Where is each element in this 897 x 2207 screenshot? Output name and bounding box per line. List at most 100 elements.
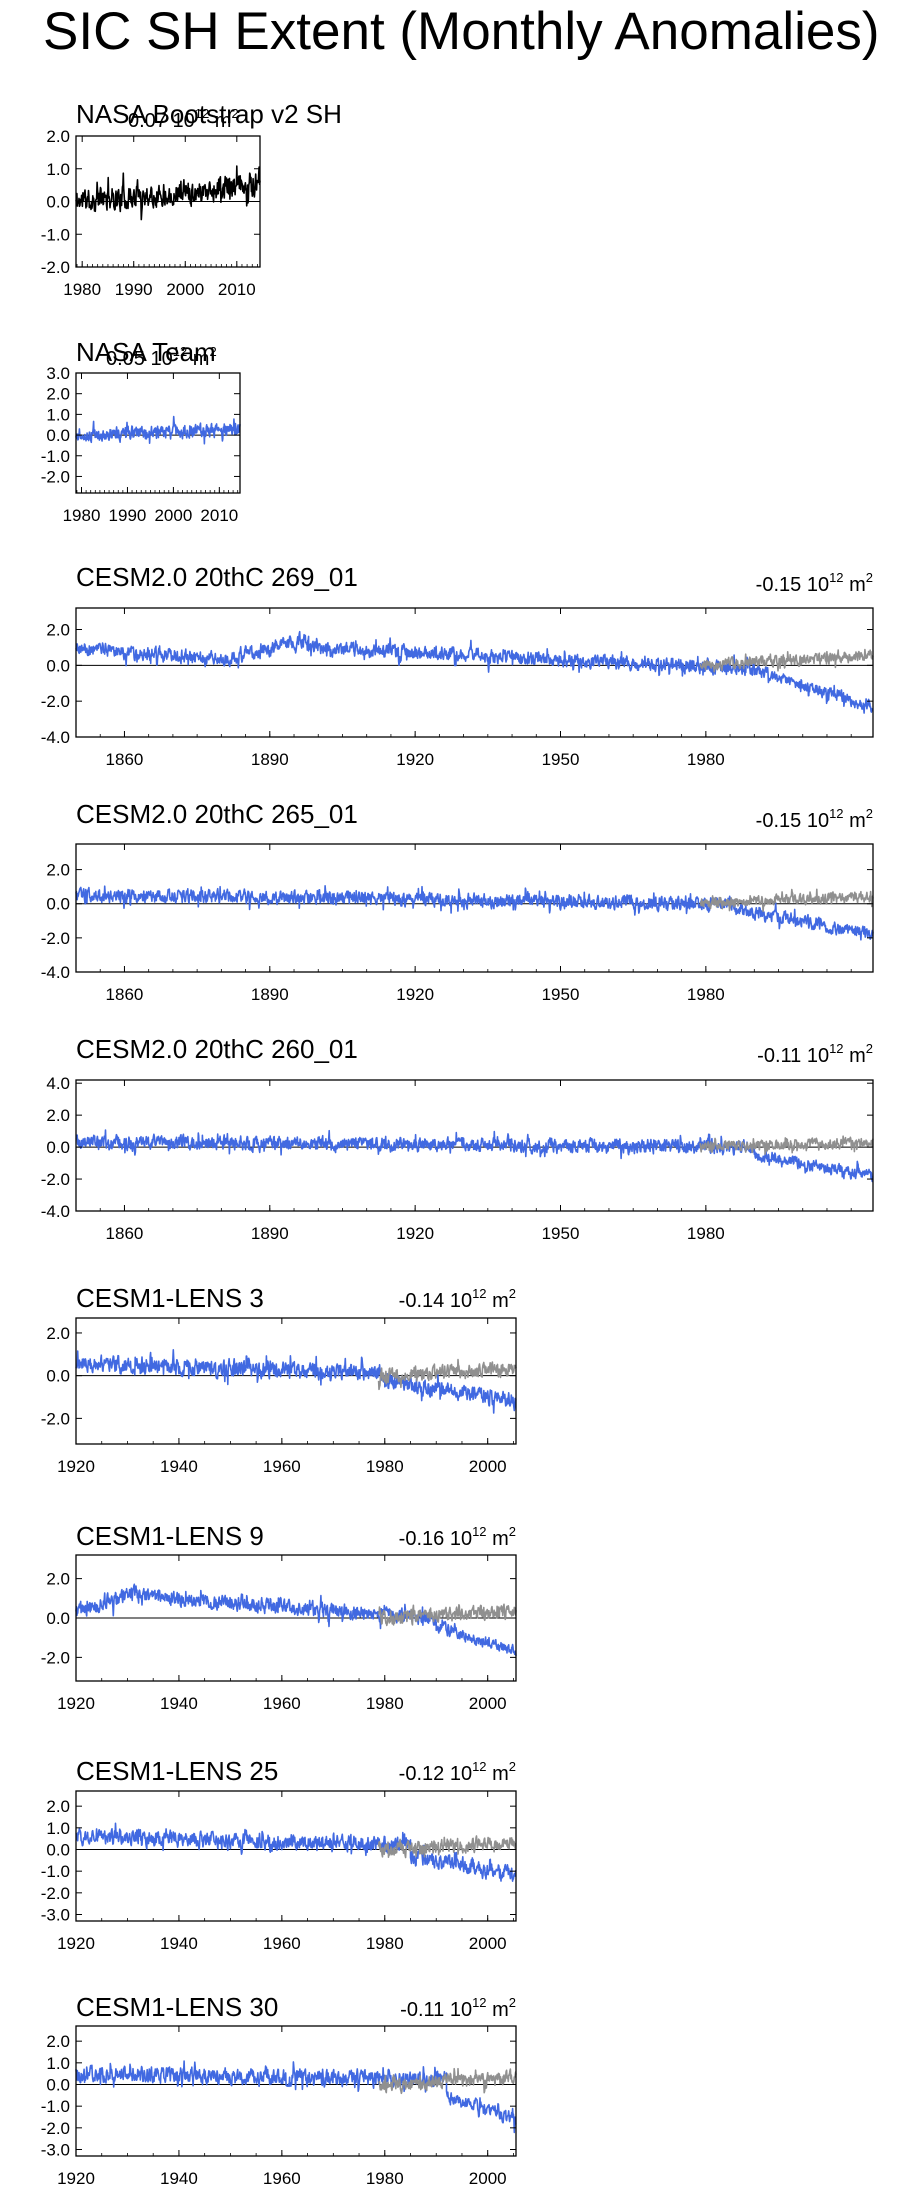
trend-unit-base: 10 (145, 348, 173, 370)
y-tick-label: 0.0 (46, 656, 70, 675)
x-tick-label: 2000 (469, 1694, 507, 1713)
plot-frame (75, 1317, 517, 1445)
x-tick-label: 2000 (469, 2169, 507, 2188)
x-tick-label: 1980 (366, 1457, 404, 1476)
plot-frame (75, 843, 874, 973)
y-tick-label: 0.0 (46, 895, 70, 914)
trend-unit-base: 10 (801, 810, 829, 832)
x-tick-label: 1960 (263, 2169, 301, 2188)
trend-unit-exponent: 2 (866, 1041, 873, 1056)
trend-label: -0.15 1012 m2 (756, 570, 873, 596)
x-tick-label: 1890 (251, 1224, 289, 1243)
series-line (378, 1603, 517, 1627)
series-line (75, 1129, 874, 1183)
trend-value: -0.11 (757, 1045, 801, 1067)
trend-label: -0.15 1012 m2 (756, 806, 873, 832)
page-title: SIC SH Extent (Monthly Anomalies) (43, 2, 880, 61)
x-tick-label: 1980 (366, 1694, 404, 1713)
trend-unit-exponent: 2 (231, 106, 238, 121)
trend-exponent: 12 (173, 344, 187, 359)
trend-unit-base: 10 (801, 574, 829, 596)
y-tick-label: 0.0 (46, 1367, 70, 1386)
trend-unit-base: 10 (444, 1528, 472, 1550)
chart-panel: 2.0 0.0 -2.0 -4.0 1860 1890 1920 1950 1980 CESM2.… (41, 562, 874, 769)
y-tick-label: 2.0 (46, 1570, 70, 1589)
trend-unit-base: 10 (444, 1763, 472, 1785)
plot-frame (75, 2025, 517, 2157)
panel-title: NASA Team (76, 337, 216, 367)
trend-unit-exponent: 2 (509, 1995, 516, 2010)
trend-unit-base: 10 (801, 1045, 829, 1067)
panel-title: CESM1-LENS 30 (76, 1992, 278, 2022)
trend-unit-exponent: 2 (509, 1759, 516, 1774)
y-tick-label: -2.0 (41, 929, 70, 948)
y-tick-label: 0.0 (46, 2076, 70, 2095)
series-line (75, 2060, 517, 2134)
x-tick-label: 1860 (106, 985, 144, 1004)
trend-label: -0.12 1012 m2 (399, 1759, 516, 1785)
chart-panel: 3.0 2.01.0 0.0 -1.0-2.0 1980 1990 2000 2010 NASA… (41, 337, 241, 525)
y-tick-label: 1.0 (46, 1819, 70, 1838)
x-tick-label: 1950 (542, 1224, 580, 1243)
y-tick-label: -1.0 (41, 1862, 70, 1881)
y-tick-label: -1.0 (41, 2097, 70, 2116)
x-tick-label: 1980 (63, 506, 101, 525)
series-line (377, 1358, 517, 1391)
x-tick-label: 1920 (57, 1934, 95, 1953)
y-tick-label: 2.0 (46, 385, 70, 404)
trend-value: -0.15 (756, 574, 802, 596)
trend-exponent: 12 (472, 1995, 486, 2010)
trend-unit-base: 10 (444, 1290, 472, 1312)
plot-frame (75, 1079, 874, 1212)
y-tick-label: -4.0 (41, 1202, 70, 1221)
trend-unit-exponent: 2 (866, 570, 873, 585)
x-tick-label: 2010 (218, 280, 256, 299)
y-tick-label: -2.0 (41, 467, 70, 486)
y-tick-label: 0.0 (46, 426, 70, 445)
y-tick-label: 3.0 (46, 364, 70, 383)
trend-label: -0.14 1012 m2 (399, 1286, 516, 1312)
trend-unit: m (844, 1045, 866, 1067)
trend-label: 0.07 1012 m2 (128, 106, 239, 132)
trend-exponent: 12 (472, 1759, 486, 1774)
x-tick-label: 1960 (263, 1934, 301, 1953)
series-line (75, 415, 241, 445)
trend-exponent: 12 (195, 106, 209, 121)
trend-unit: m (487, 1290, 509, 1312)
x-tick-label: 1890 (251, 985, 289, 1004)
series-line (699, 1135, 874, 1155)
y-tick-label: -1.0 (41, 447, 70, 466)
series-line (377, 2067, 517, 2095)
y-tick-label: -4.0 (41, 728, 70, 747)
panel-title: CESM2.0 20thC 269_01 (76, 562, 358, 592)
trend-value: -0.11 (400, 1999, 444, 2021)
panel-title: CESM1-LENS 25 (76, 1756, 278, 1786)
chart-panel: 2.0 1.0 0.0 -1.0 -2.0 -3.0 1920 1940 1960 1980 200… (41, 1756, 517, 1953)
trend-label: -0.16 1012 m2 (399, 1524, 516, 1550)
series-line (75, 885, 874, 941)
x-tick-label: 1920 (396, 750, 434, 769)
trend-unit: m (844, 810, 866, 832)
y-tick-label: -2.0 (41, 1170, 70, 1189)
chart-panel: 2.0 1.0 0.0 -1.0 -2.0 1980 1990 2000 2010 NASA Bo… (41, 99, 342, 299)
series-line (75, 1583, 517, 1657)
x-tick-label: 1980 (687, 1224, 725, 1243)
trend-unit: m (844, 574, 866, 596)
trend-value: -0.12 (399, 1763, 445, 1785)
x-tick-label: 1920 (57, 2169, 95, 2188)
y-tick-label: 4.0 (46, 1074, 70, 1093)
trend-unit: m (187, 348, 209, 370)
series-line (377, 1835, 517, 1859)
series-line (75, 1349, 517, 1414)
y-tick-label: -2.0 (41, 1884, 70, 1903)
x-tick-label: 1990 (109, 506, 147, 525)
x-tick-label: 1990 (115, 280, 153, 299)
y-tick-label: -3.0 (41, 1906, 70, 1925)
trend-unit-exponent: 2 (209, 344, 216, 359)
trend-unit-exponent: 2 (509, 1286, 516, 1301)
panel-title: NASA Bootstrap v2 SH (76, 99, 342, 129)
panel-title: CESM2.0 20thC 260_01 (76, 1034, 358, 1064)
trend-unit-base: 10 (444, 1999, 472, 2021)
x-tick-label: 2000 (166, 280, 204, 299)
